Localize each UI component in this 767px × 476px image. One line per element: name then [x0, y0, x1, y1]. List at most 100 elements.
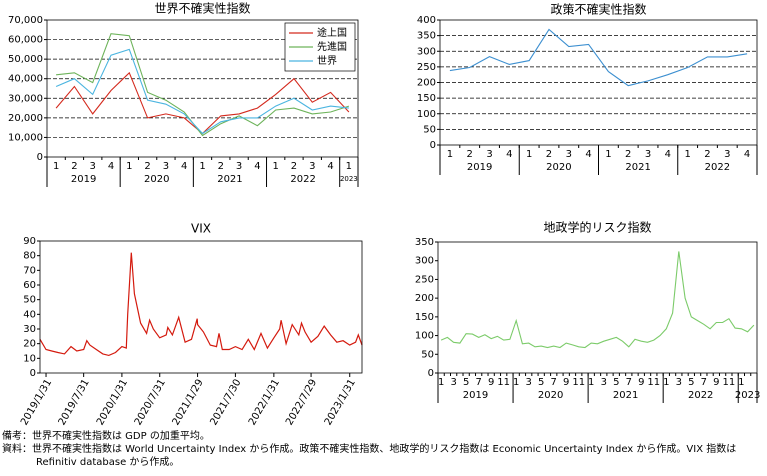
- x-tick-label: 11: [722, 377, 735, 388]
- x-tick-label: 4: [254, 161, 260, 172]
- x-tick-label: 2: [467, 149, 473, 160]
- x-group-label: 2019: [463, 390, 488, 401]
- x-tick-label: 5: [688, 377, 694, 388]
- series-line: [55, 71, 350, 135]
- y-tick-label: 40,000: [8, 74, 43, 85]
- x-tick-label: 2019/1/31: [19, 378, 54, 428]
- x-tick-label: 7: [551, 377, 557, 388]
- x-tick-label: 3: [309, 161, 315, 172]
- x-tick-label: 1: [588, 377, 594, 388]
- x-tick-label: 9: [563, 377, 569, 388]
- x-group-label: 2022: [705, 162, 730, 173]
- y-tick-label: 20: [23, 339, 36, 350]
- y-tick-label: 80: [23, 251, 36, 262]
- x-tick-label: 4: [744, 149, 750, 160]
- y-tick-label: 350: [415, 237, 434, 248]
- y-tick-label: 0: [428, 368, 434, 379]
- x-group-label: 2021: [625, 162, 650, 173]
- x-tick-label: 3: [486, 149, 492, 160]
- plot-frame: [39, 240, 363, 374]
- y-tick-label: 10,000: [8, 132, 43, 143]
- x-tick-label: 4: [327, 161, 333, 172]
- x-tick-label: 1: [346, 161, 352, 172]
- x-tick-label: 5: [538, 377, 544, 388]
- x-group-label: 2020: [546, 162, 571, 173]
- y-tick-label: 250: [415, 274, 434, 285]
- x-tick-label: 2: [71, 161, 77, 172]
- x-tick-label: 1: [513, 377, 519, 388]
- y-tick-label: 50: [23, 295, 36, 306]
- chart-title: 政策不確実性指数: [550, 2, 646, 17]
- y-tick-label: 0: [37, 152, 43, 163]
- x-tick-label: 3: [601, 377, 607, 388]
- x-tick-label: 1: [53, 161, 59, 172]
- x-tick-label: 2: [291, 161, 297, 172]
- y-tick-label: 30: [23, 324, 36, 335]
- y-tick-label: 200: [417, 78, 436, 89]
- x-tick-label: 3: [724, 149, 730, 160]
- x-tick-label: 5: [613, 377, 619, 388]
- y-tick-label: 50: [421, 349, 434, 360]
- x-tick-label: 3: [526, 377, 532, 388]
- x-tick-label: 4: [585, 149, 591, 160]
- plot-frame: [437, 241, 758, 374]
- series-line: [39, 252, 363, 357]
- x-group-label: 2021: [217, 174, 242, 185]
- x-group-label: 2020: [538, 390, 563, 401]
- x-tick-label: 4: [506, 149, 512, 160]
- legend-label: 先進国: [317, 41, 347, 53]
- series-line: [55, 48, 349, 135]
- legend-label: 世界: [317, 55, 337, 67]
- x-tick-label: 4: [181, 161, 187, 172]
- x-tick-label: 2020/1/31: [95, 378, 130, 428]
- x-tick-label: 11: [647, 377, 660, 388]
- x-group-label: 2023: [340, 175, 358, 183]
- y-tick-label: 350: [417, 31, 436, 42]
- x-tick-label: 11: [497, 377, 510, 388]
- x-tick-label: 11: [572, 377, 585, 388]
- y-tick-label: 40: [23, 309, 36, 320]
- x-tick-label: 3: [676, 377, 682, 388]
- y-tick-label: 400: [417, 15, 436, 26]
- x-tick-label: 1: [272, 161, 278, 172]
- x-tick-label: 7: [475, 377, 481, 388]
- x-tick-label: 1: [126, 161, 132, 172]
- y-tick-label: 0: [430, 140, 436, 151]
- y-tick-label: 10: [23, 353, 36, 364]
- x-tick-label: 2019/7/31: [57, 378, 92, 428]
- x-tick-label: 1: [684, 149, 690, 160]
- x-tick-label: 9: [638, 377, 644, 388]
- y-tick-label: 250: [417, 62, 436, 73]
- y-tick-label: 150: [415, 312, 434, 323]
- chart-title: VIX: [191, 222, 211, 236]
- y-tick-label: 300: [415, 256, 434, 267]
- y-tick-label: 60,000: [8, 35, 43, 46]
- x-tick-label: 3: [645, 149, 651, 160]
- x-tick-label: 2023/1/31: [323, 378, 358, 428]
- plot-frame: [439, 19, 758, 146]
- notes: 備考：世界不確実性指数は GDP の加重平均。 資料：世界不確実性指数は Wor…: [2, 430, 764, 469]
- y-tick-label: 150: [417, 93, 436, 104]
- x-tick-label: 7: [626, 377, 632, 388]
- x-group-label: 2019: [71, 174, 96, 185]
- x-tick-label: 7: [701, 377, 707, 388]
- x-tick-label: 9: [488, 377, 494, 388]
- y-tick-label: 90: [23, 236, 36, 247]
- x-group-label: 2020: [144, 174, 169, 185]
- x-tick-label: 3: [163, 161, 169, 172]
- y-tick-label: 0: [30, 368, 36, 379]
- y-tick-label: 70: [23, 265, 36, 276]
- series-line: [56, 33, 350, 137]
- y-tick-label: 100: [415, 331, 434, 342]
- figure: 世界不確実性指数 0 10,000 20,000 30,000 40,000 50,000 6…: [8, 1, 760, 428]
- x-tick-label: 2: [144, 161, 150, 172]
- y-tick-label: 30,000: [8, 93, 43, 104]
- x-tick-label: 3: [450, 377, 456, 388]
- note: 資料：世界不確実性指数は World Uncertainty Index から作…: [2, 444, 737, 468]
- y-tick-label: 20,000: [8, 113, 43, 124]
- x-tick-label: 1: [199, 161, 205, 172]
- x-tick-label: 2022/1/31: [247, 378, 282, 428]
- plot-frame: [46, 19, 359, 158]
- x-tick-label: 4: [665, 149, 671, 160]
